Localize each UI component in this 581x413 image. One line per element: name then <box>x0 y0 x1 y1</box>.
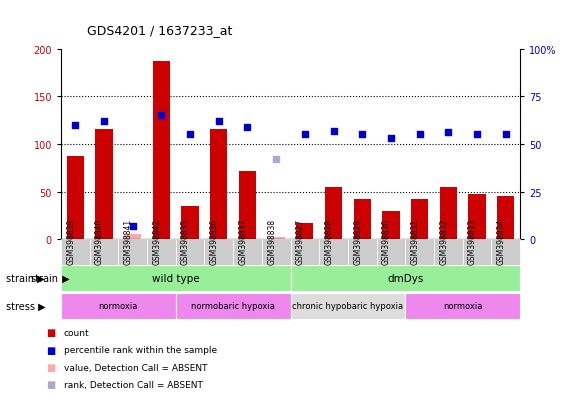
Text: normoxia: normoxia <box>99 301 138 311</box>
Bar <box>382 211 400 240</box>
Text: count: count <box>64 328 89 337</box>
Text: stress ▶: stress ▶ <box>6 301 45 311</box>
Point <box>472 132 482 138</box>
Text: GSM398842: GSM398842 <box>152 219 162 265</box>
Text: ■: ■ <box>46 362 56 372</box>
Point <box>214 119 224 125</box>
Text: percentile rank within the sample: percentile rank within the sample <box>64 345 217 354</box>
Bar <box>61 293 175 319</box>
Text: GSM398840: GSM398840 <box>95 218 104 265</box>
Text: ■: ■ <box>46 380 56 389</box>
Bar <box>290 293 406 319</box>
Text: GSM398841: GSM398841 <box>124 219 132 265</box>
Bar <box>210 129 227 240</box>
Bar <box>440 188 457 240</box>
Point <box>386 135 396 142</box>
Text: strain ▶: strain ▶ <box>6 273 44 283</box>
Point <box>415 132 424 138</box>
Text: GSM398833: GSM398833 <box>468 218 477 265</box>
Bar <box>325 188 342 240</box>
Text: GSM398829: GSM398829 <box>353 219 362 265</box>
Point <box>444 130 453 136</box>
Text: GSM398832: GSM398832 <box>439 219 449 265</box>
Bar <box>124 235 141 240</box>
Point <box>501 132 510 138</box>
Text: rank, Detection Call = ABSENT: rank, Detection Call = ABSENT <box>64 380 203 389</box>
Text: GSM398831: GSM398831 <box>411 219 419 265</box>
Bar <box>267 237 285 240</box>
Text: GSM398839: GSM398839 <box>66 218 76 265</box>
Bar <box>67 157 84 240</box>
Text: strain: strain <box>30 273 58 283</box>
Point <box>128 223 137 230</box>
Text: GSM398837: GSM398837 <box>238 218 248 265</box>
Bar <box>406 293 520 319</box>
Text: value, Detection Call = ABSENT: value, Detection Call = ABSENT <box>64 363 207 372</box>
Text: GSM398827: GSM398827 <box>296 219 305 265</box>
Point <box>357 132 367 138</box>
Bar <box>181 206 199 240</box>
Text: GSM398830: GSM398830 <box>382 218 391 265</box>
Point <box>157 113 166 119</box>
Point <box>71 122 80 129</box>
Bar <box>95 129 113 240</box>
Point <box>300 132 310 138</box>
Bar <box>153 62 170 240</box>
Bar <box>239 171 256 240</box>
Text: GSM398835: GSM398835 <box>181 218 190 265</box>
Text: GSM398838: GSM398838 <box>267 219 276 265</box>
Point <box>243 124 252 131</box>
Bar <box>61 266 290 291</box>
Text: normoxia: normoxia <box>443 301 482 311</box>
Bar <box>468 195 486 240</box>
Point <box>99 119 109 125</box>
Point <box>271 157 281 163</box>
Bar <box>354 199 371 240</box>
Bar <box>497 197 514 240</box>
Text: wild type: wild type <box>152 273 199 283</box>
Bar <box>290 266 520 291</box>
Text: GSM398834: GSM398834 <box>497 218 505 265</box>
Text: GSM398828: GSM398828 <box>325 219 333 265</box>
Text: GDS4201 / 1637233_at: GDS4201 / 1637233_at <box>87 24 232 37</box>
Text: chronic hypobaric hypoxia: chronic hypobaric hypoxia <box>292 301 403 311</box>
Bar <box>175 293 290 319</box>
Text: ■: ■ <box>46 328 56 337</box>
Bar <box>411 199 428 240</box>
Text: ■: ■ <box>46 345 56 355</box>
Point <box>329 128 338 135</box>
Text: normobaric hypoxia: normobaric hypoxia <box>191 301 275 311</box>
Text: dmDys: dmDys <box>387 273 424 283</box>
Bar <box>296 223 314 240</box>
Point <box>185 132 195 138</box>
Text: ▶: ▶ <box>59 273 69 283</box>
Text: GSM398836: GSM398836 <box>210 218 219 265</box>
